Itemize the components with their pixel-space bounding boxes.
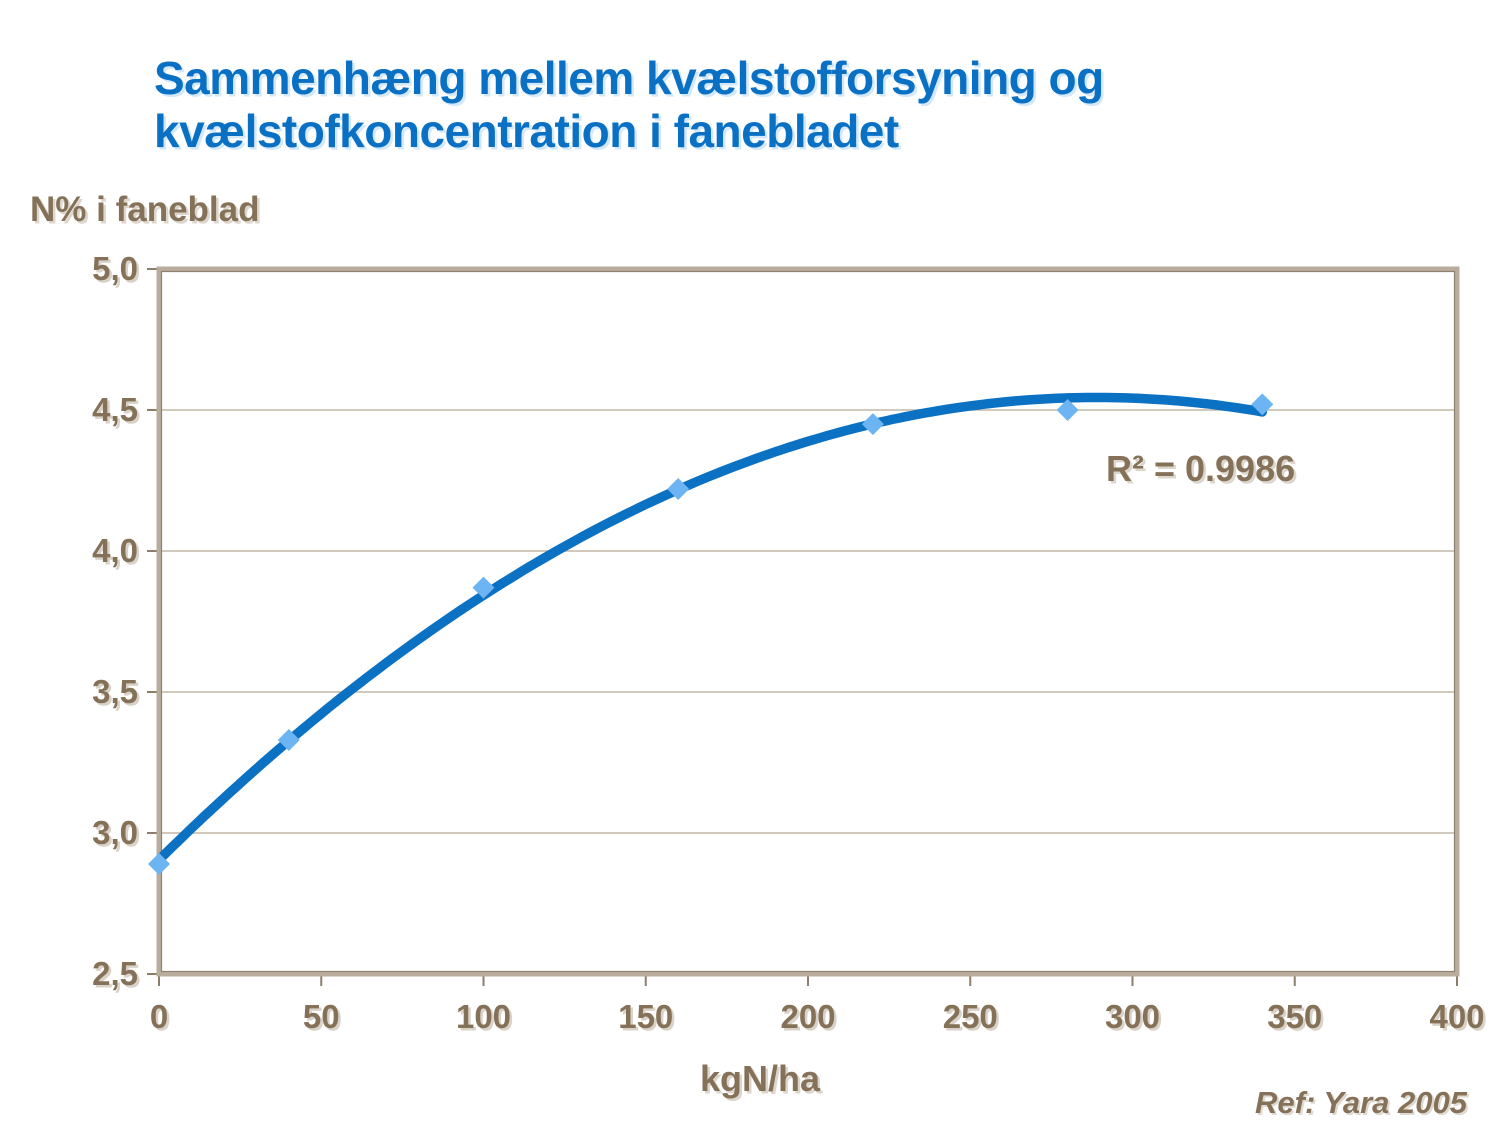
reference-note: Ref: Yara 2005 [1255,1085,1467,1120]
data-point-diamond [1251,393,1274,416]
x-tick-label-shadow: 100 [458,1001,513,1038]
y-tick-label-shadow: 4,5 [95,394,141,431]
y-tick-label-shadow: 4,0 [95,535,141,572]
plot-border-inner [160,270,1456,973]
x-tick-label: 250 [943,998,998,1035]
x-tick-label-shadow: 400 [1432,1001,1487,1038]
data-point-diamond [667,477,690,500]
x-axis-label: kgN/ha [699,1058,821,1099]
x-tick-label-shadow: 150 [621,1001,676,1038]
y-tick-label: 3,0 [92,814,138,851]
x-tick-label-shadow: 300 [1107,1001,1162,1038]
r-squared-annotation: R² = 0.9986 [1106,448,1296,489]
x-tick-label-shadow: 50 [305,1001,342,1038]
x-tick-label: 350 [1267,998,1322,1035]
data-point-diamond [277,728,300,751]
x-tick-label-shadow: 0 [152,1001,170,1038]
y-tick-label-shadow: 3,5 [95,676,141,713]
data-point-diamond [148,853,170,876]
chart-title: Sammenhæng mellem kvælstofforsyning og k… [154,52,1104,158]
y-tick-label-shadow: 2,5 [95,958,141,995]
x-tick-label-shadow: 250 [945,1001,1000,1038]
y-tick-label: 4,5 [92,391,138,428]
x-tick-label-shadow: 200 [783,1001,838,1038]
x-tick-label: 200 [780,998,835,1035]
y-tick-label: 3,5 [92,673,138,710]
x-tick-label-shadow: 350 [1270,1001,1325,1038]
y-tick-label-shadow: 3,0 [95,817,141,854]
data-point-diamond [1056,399,1079,421]
trendline-curve [154,392,1268,865]
y-tick-label-shadow: 5,0 [95,253,141,290]
x-tick-label: 50 [303,998,340,1035]
data-point-diamond [472,576,495,599]
y-axis-title: N% i faneblad [30,190,260,229]
x-tick-label: 400 [1429,998,1484,1035]
x-tick-label: 150 [618,998,673,1035]
x-tick-label: 0 [150,998,168,1035]
y-tick-label: 2,5 [92,955,138,992]
y-tick-label: 4,0 [92,532,138,569]
plot-border [156,266,1460,977]
x-tick-label: 100 [456,998,511,1035]
data-point-diamond [861,413,884,436]
x-tick-label: 300 [1105,998,1160,1035]
y-tick-label: 5,0 [92,250,138,287]
